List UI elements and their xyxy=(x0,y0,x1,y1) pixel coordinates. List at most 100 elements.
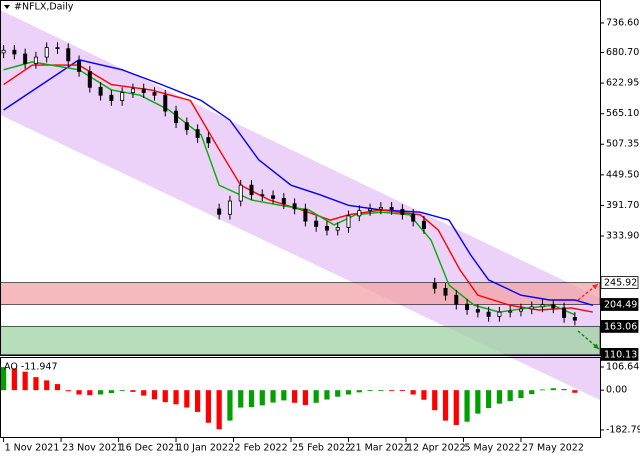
candle-body xyxy=(475,309,480,313)
candle-body xyxy=(400,209,405,215)
candle-body xyxy=(357,210,362,217)
candle-body xyxy=(130,88,135,93)
candle-body xyxy=(432,282,437,289)
candle-body xyxy=(508,310,513,313)
arrow-head xyxy=(593,343,599,349)
oscillator-bar xyxy=(173,390,179,405)
osc-y-tick-label: 106.64 xyxy=(606,361,639,372)
oscillator-bar xyxy=(399,390,405,392)
oscillator-bar xyxy=(453,390,459,425)
candle-body xyxy=(421,220,426,229)
price-panel-frame xyxy=(0,0,601,356)
x-tick-label: 21 Mar 2022 xyxy=(350,443,410,454)
oscillator-bar xyxy=(151,390,158,400)
candle-body xyxy=(44,47,49,58)
candle-body xyxy=(529,306,534,310)
oscillator-bar xyxy=(11,368,17,391)
osc-y-tick-label: -182.791 xyxy=(606,424,640,435)
x-tick-label: 25 Feb 2022 xyxy=(292,443,351,454)
oscillator-bar xyxy=(389,390,395,391)
oscillator-bar xyxy=(518,390,524,398)
x-tick-label: 12 Apr 2022 xyxy=(407,443,466,454)
oscillator-bar xyxy=(496,390,503,404)
oscillator-bar xyxy=(141,390,147,396)
oscillator-bar xyxy=(507,390,513,402)
oscillator-bar xyxy=(324,390,330,400)
oscillator-bar xyxy=(432,390,438,411)
candle-body xyxy=(174,110,179,124)
candle-body xyxy=(217,208,222,215)
level-label-box xyxy=(600,319,639,333)
x-tick-label: 27 May 2022 xyxy=(522,443,584,454)
oscillator-bar xyxy=(44,380,50,391)
candle-body xyxy=(465,303,470,310)
candle-body xyxy=(454,294,459,305)
candle-body xyxy=(260,194,265,197)
oscillator-panel-frame xyxy=(0,357,601,438)
candle-body xyxy=(562,307,567,318)
x-tick-label: 16 Dec 2021 xyxy=(120,443,181,454)
candle-body xyxy=(335,227,340,231)
oscillator-bar xyxy=(529,390,535,395)
candle-body xyxy=(540,304,545,308)
candle-body xyxy=(324,226,329,231)
moving-average xyxy=(3,61,576,316)
level-label-box xyxy=(600,348,639,361)
candle-body xyxy=(238,184,243,202)
candle-body xyxy=(389,206,394,210)
y-tick-label: 736.60 xyxy=(606,17,639,28)
oscillator-bar xyxy=(270,390,276,403)
candle-body xyxy=(292,203,297,210)
price-zone xyxy=(0,282,601,305)
candle-body xyxy=(572,317,577,321)
candle-body xyxy=(443,287,448,296)
oscillator-bar xyxy=(281,390,287,401)
candle-body xyxy=(12,49,17,55)
candle-body xyxy=(497,311,502,317)
y-tick-label: 333.90 xyxy=(606,231,639,242)
oscillator-bar xyxy=(87,390,93,396)
oscillator-bar xyxy=(464,390,470,422)
candle-body xyxy=(303,208,308,222)
oscillator-bar xyxy=(33,377,39,391)
oscillator-bar xyxy=(76,390,82,395)
oscillator-bar xyxy=(378,389,384,391)
candle-body xyxy=(314,220,319,227)
y-tick-label: 507.35 xyxy=(606,139,639,150)
candle-body xyxy=(152,92,157,96)
candle-body xyxy=(87,71,92,88)
oscillator-bar xyxy=(539,389,546,391)
candle-body xyxy=(1,49,6,54)
oscillator-bar xyxy=(313,390,319,403)
oscillator-bar xyxy=(65,390,71,392)
collapse-icon[interactable] xyxy=(4,5,10,9)
y-tick-label: 622.95 xyxy=(606,78,639,89)
oscillator-bar xyxy=(22,371,28,391)
chart-title: #NFLX,Daily xyxy=(14,2,74,13)
arrow-head xyxy=(592,284,598,290)
x-tick-label: 5 May 2022 xyxy=(464,443,520,454)
candle-body xyxy=(163,94,168,112)
candle-body xyxy=(98,86,103,96)
oscillator-bar xyxy=(205,390,211,423)
candle-body xyxy=(227,200,232,215)
candle-body xyxy=(206,137,211,144)
candle-body xyxy=(66,48,71,62)
oscillator-bar xyxy=(184,390,190,408)
oscillator-bar xyxy=(195,390,201,412)
x-tick-label: 10 Jan 2022 xyxy=(177,443,234,454)
oscillator-bar xyxy=(410,390,416,395)
plot-area xyxy=(0,10,601,400)
oscillator-bar xyxy=(561,389,567,391)
candle-body xyxy=(486,311,491,317)
oscillator-bar xyxy=(54,384,61,391)
candle-body xyxy=(249,184,254,196)
oscillator-bar xyxy=(421,390,427,400)
candle-body xyxy=(281,197,286,205)
y-tick-label: 391.70 xyxy=(606,200,639,211)
candle-body xyxy=(368,208,373,211)
level-label: 163.06 xyxy=(604,321,637,332)
oscillator-bar xyxy=(162,390,168,403)
candle-body xyxy=(141,88,146,93)
